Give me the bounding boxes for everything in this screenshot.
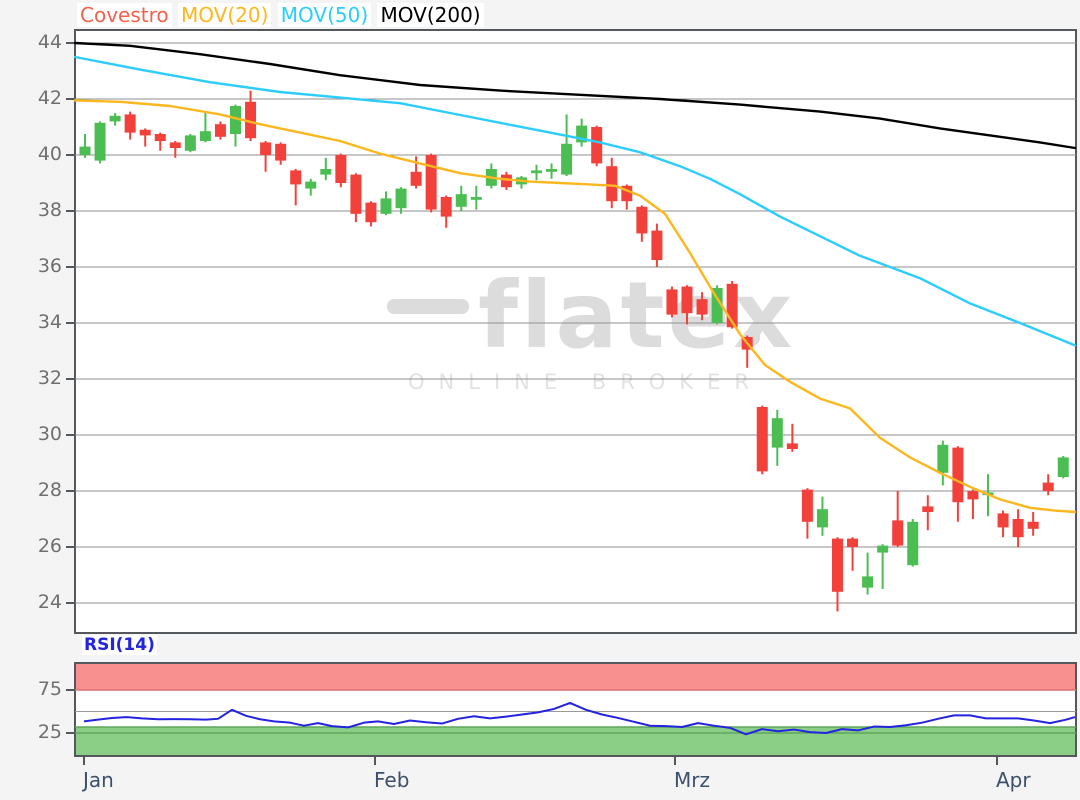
price-axis-label: 32 bbox=[37, 367, 62, 389]
rsi-line bbox=[83, 701, 1076, 736]
candle-down bbox=[696, 299, 708, 315]
price-axis-label: 40 bbox=[37, 143, 62, 165]
legend-item-mov20: MOV(20) bbox=[177, 3, 272, 27]
price-axis-label: 26 bbox=[37, 535, 62, 557]
candle-down bbox=[591, 127, 603, 164]
candle-down bbox=[1027, 521, 1039, 529]
candle-down bbox=[500, 174, 512, 188]
rsi-axis-label: 75 bbox=[37, 678, 62, 700]
watermark-brand-text: flatex bbox=[478, 262, 795, 369]
legend-item-mov200: MOV(200) bbox=[377, 3, 484, 27]
rsi-indicator-label: RSI(14) bbox=[82, 635, 157, 655]
candle-down bbox=[666, 289, 678, 315]
candles bbox=[79, 90, 1069, 612]
candle-down bbox=[139, 129, 151, 136]
rsi-axis-label: 25 bbox=[37, 721, 62, 743]
ma-line-mov200 bbox=[73, 41, 1077, 150]
rsi-oversold-band bbox=[76, 727, 1075, 755]
price-axis-label: 42 bbox=[37, 87, 62, 109]
candle-up bbox=[1057, 457, 1069, 477]
candle-down bbox=[214, 124, 226, 137]
candle-down bbox=[681, 286, 693, 314]
candle-up bbox=[380, 198, 392, 214]
price-axis-label: 36 bbox=[37, 255, 62, 277]
candle-down bbox=[260, 142, 272, 155]
candle-down bbox=[952, 447, 964, 503]
candle-down bbox=[786, 443, 798, 449]
chart-legend: Covestro MOV(20) MOV(50) MOV(200) bbox=[77, 3, 484, 27]
candle-down bbox=[922, 506, 934, 512]
candle-down bbox=[1012, 519, 1024, 538]
candle-down bbox=[726, 283, 738, 328]
candle-up bbox=[94, 122, 106, 161]
candle-down bbox=[621, 185, 633, 202]
candle-down bbox=[606, 166, 618, 202]
candle-down bbox=[169, 142, 181, 148]
candle-up bbox=[862, 576, 874, 588]
price-axis-label: 44 bbox=[37, 31, 62, 53]
candle-down bbox=[350, 174, 362, 214]
candle-up bbox=[531, 170, 542, 174]
ma-line-mov50 bbox=[73, 55, 1077, 347]
candle-up bbox=[230, 106, 241, 134]
candle-down bbox=[275, 143, 287, 161]
candle-up bbox=[305, 181, 317, 189]
candle-down bbox=[365, 202, 377, 223]
candle-up bbox=[711, 288, 723, 323]
candle-down bbox=[967, 491, 979, 500]
legend-item-mov50: MOV(50) bbox=[277, 3, 372, 27]
month-label-apr: Apr bbox=[996, 768, 1031, 792]
candle-up bbox=[184, 135, 196, 151]
price-axis-label: 34 bbox=[37, 311, 62, 333]
price-axis-label: 30 bbox=[37, 423, 62, 445]
candle-up bbox=[199, 131, 211, 141]
candle-up bbox=[320, 169, 332, 175]
candle-up bbox=[771, 418, 783, 448]
candle-down bbox=[756, 407, 768, 472]
candle-up bbox=[877, 545, 889, 553]
candle-up bbox=[395, 188, 407, 209]
candle-down bbox=[892, 520, 904, 546]
candle-down bbox=[425, 155, 437, 210]
watermark-dash bbox=[387, 299, 469, 314]
candle-up bbox=[561, 143, 573, 175]
candle-down bbox=[801, 489, 813, 522]
candle-down bbox=[997, 513, 1009, 528]
price-axis-label: 28 bbox=[37, 479, 62, 501]
candle-up bbox=[576, 125, 588, 143]
rsi-overbought-band bbox=[76, 664, 1075, 690]
ma-line-mov20 bbox=[73, 99, 1077, 514]
candle-down bbox=[636, 206, 648, 234]
candle-up bbox=[79, 146, 91, 155]
price-axis-label: 38 bbox=[37, 199, 62, 221]
candle-up bbox=[546, 169, 558, 172]
candle-down bbox=[440, 197, 452, 217]
price-axis-label: 24 bbox=[37, 591, 62, 613]
candle-down bbox=[335, 155, 347, 183]
month-label-mrz: Mrz bbox=[674, 768, 710, 792]
candle-down bbox=[290, 170, 302, 185]
candle-down bbox=[410, 171, 422, 186]
candle-down bbox=[124, 114, 136, 133]
candle-up bbox=[816, 509, 828, 528]
candle-up bbox=[470, 197, 482, 200]
month-label-jan: Jan bbox=[83, 768, 114, 792]
candle-down bbox=[154, 134, 166, 141]
candle-down bbox=[651, 230, 663, 260]
candle-down bbox=[847, 538, 859, 547]
watermark-tagline: ONLINE BROKER bbox=[408, 370, 763, 394]
candle-up bbox=[937, 444, 949, 473]
candle-up bbox=[907, 521, 919, 566]
month-label-feb: Feb bbox=[374, 768, 410, 792]
candle-down bbox=[1042, 482, 1054, 491]
candle-down bbox=[245, 101, 257, 139]
candle-up bbox=[109, 115, 121, 122]
candle-down bbox=[832, 538, 843, 592]
legend-item-covestro: Covestro bbox=[77, 3, 172, 27]
candle-up bbox=[455, 194, 467, 207]
